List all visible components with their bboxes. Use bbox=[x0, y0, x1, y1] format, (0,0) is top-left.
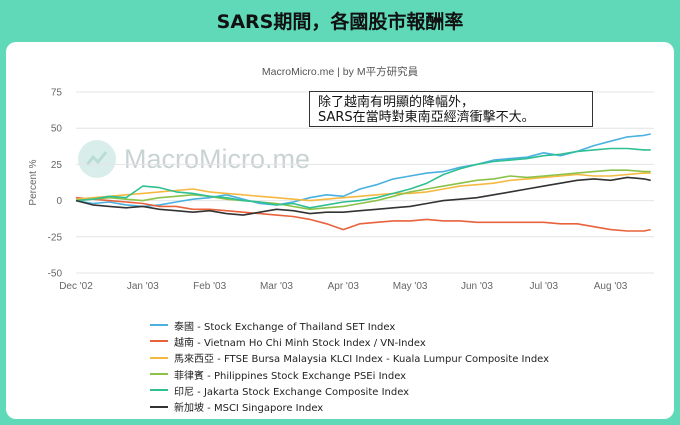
y-tick-labels: 75 50 25 0 -25 -50 bbox=[48, 88, 63, 280]
series-line-3 bbox=[75, 169, 651, 211]
x-tick-label: Jul '03 bbox=[529, 281, 558, 292]
legend-swatch bbox=[150, 324, 168, 327]
series-line-0 bbox=[75, 133, 651, 208]
y-tick-label: -25 bbox=[48, 232, 63, 243]
x-tick-label: Aug '03 bbox=[594, 281, 628, 292]
chart-subtitle: MacroMicro.me | by M平方研究員 bbox=[261, 66, 419, 78]
legend-label: 泰國 - Stock Exchange of Thailand SET Inde… bbox=[174, 321, 396, 333]
x-tick-label: Jan '03 bbox=[127, 281, 159, 292]
series-lines bbox=[75, 133, 651, 232]
x-tick-label: Apr '03 bbox=[328, 281, 360, 292]
legend-swatch bbox=[150, 389, 168, 392]
series-line-2 bbox=[75, 172, 651, 202]
series-line-1 bbox=[75, 196, 651, 232]
legend-swatch bbox=[150, 340, 168, 343]
legend-label: 印尼 - Jakarta Stock Exchange Composite In… bbox=[174, 386, 410, 398]
series-line-4 bbox=[75, 147, 651, 209]
y-tick-label: 75 bbox=[51, 88, 63, 99]
chart-card: MacroMicro.me | by M平方研究員 MacroMicro.me … bbox=[6, 42, 674, 419]
legend-label: 馬來西亞 - FTSE Bursa Malaysia KLCI Index - … bbox=[174, 354, 550, 366]
line-chart: 75 50 25 0 -25 -50 Dec '02 Jan '03 Feb '03 Mar '… bbox=[28, 88, 654, 292]
watermark-text: MacroMicro.me bbox=[124, 143, 311, 174]
y-tick-label: 25 bbox=[51, 160, 63, 171]
grid bbox=[76, 91, 654, 274]
legend-label: 新加坡 - MSCI Singapore Index bbox=[174, 403, 324, 415]
legend-swatch bbox=[150, 356, 168, 359]
x-tick-label: Mar '03 bbox=[260, 281, 293, 292]
y-tick-label: 0 bbox=[56, 196, 62, 207]
legend-item-4[interactable]: 印尼 - Jakarta Stock Exchange Composite In… bbox=[150, 382, 549, 398]
annotation-box: 除了越南有明顯的降幅外， SARS在當時對東南亞經濟衝擊不大。 bbox=[309, 91, 593, 127]
legend-item-5[interactable]: 新加坡 - MSCI Singapore Index bbox=[150, 398, 549, 414]
legend: 泰國 - Stock Exchange of Thailand SET Inde… bbox=[150, 317, 549, 415]
series-line-5 bbox=[75, 176, 651, 216]
legend-swatch bbox=[150, 405, 168, 408]
annotation-line-2: SARS在當時對東南亞經濟衝擊不大。 bbox=[318, 110, 535, 125]
legend-label: 越南 - Vietnam Ho Chi Minh Stock Index / V… bbox=[174, 337, 426, 349]
legend-label: 菲律賓 - Philippines Stock Exchange PSEi In… bbox=[174, 370, 407, 382]
legend-item-1[interactable]: 越南 - Vietnam Ho Chi Minh Stock Index / V… bbox=[150, 333, 549, 349]
x-tick-label: Feb '03 bbox=[193, 281, 226, 292]
banner-title: SARS期間，各國股市報酬率 bbox=[216, 10, 464, 33]
x-tick-labels: Dec '02 Jan '03 Feb '03 Mar '03 Apr '03 May '… bbox=[59, 281, 628, 292]
y-tick-label: -50 bbox=[48, 269, 63, 280]
legend-swatch bbox=[150, 373, 168, 376]
legend-item-0[interactable]: 泰國 - Stock Exchange of Thailand SET Inde… bbox=[150, 317, 549, 333]
x-tick-label: May '03 bbox=[393, 281, 428, 292]
watermark: MacroMicro.me bbox=[78, 140, 310, 178]
y-axis-label: Percent % bbox=[28, 159, 39, 205]
legend-item-2[interactable]: 馬來西亞 - FTSE Bursa Malaysia KLCI Index - … bbox=[150, 350, 549, 366]
y-tick-label: 50 bbox=[51, 124, 63, 135]
legend-item-3[interactable]: 菲律賓 - Philippines Stock Exchange PSEi In… bbox=[150, 366, 549, 382]
watermark-logo-icon bbox=[78, 140, 116, 178]
annotation-line-1: 除了越南有明顯的降幅外， bbox=[318, 95, 475, 110]
x-tick-label: Dec '02 bbox=[59, 281, 93, 292]
x-tick-label: Jun '03 bbox=[461, 281, 493, 292]
